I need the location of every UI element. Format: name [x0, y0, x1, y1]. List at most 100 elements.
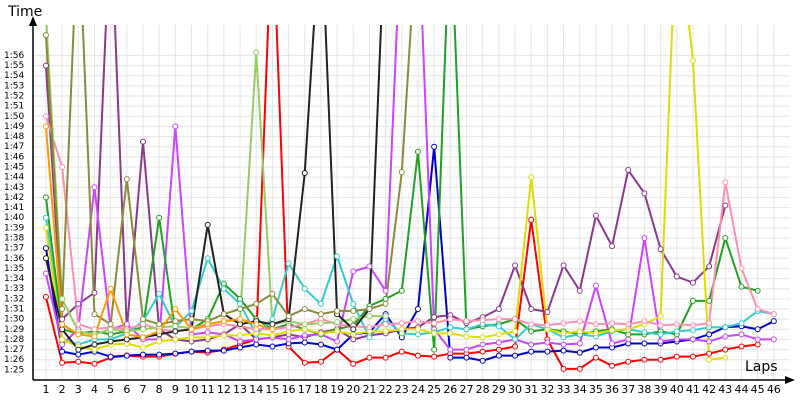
lap-point	[398, 287, 405, 294]
lap-point	[172, 306, 179, 312]
lap-point	[172, 350, 179, 357]
lap-point	[625, 167, 632, 174]
lap-point	[609, 327, 616, 334]
x-tick-label: 24	[411, 383, 425, 396]
lap-point	[172, 318, 179, 325]
x-tick-label: 35	[589, 383, 603, 396]
lap-point	[431, 346, 438, 353]
lap-point	[512, 336, 519, 343]
lap-point	[592, 282, 599, 289]
lap-point	[689, 353, 696, 360]
plot-area	[42, 25, 777, 372]
lap-point	[528, 321, 535, 328]
lap-point	[204, 255, 211, 262]
x-tick-label: 37	[621, 383, 635, 396]
lap-point	[447, 324, 454, 331]
lap-point	[738, 331, 745, 338]
lap-point	[59, 164, 66, 170]
lap-point	[220, 318, 227, 325]
lap-point	[172, 323, 179, 330]
x-tick-label: 19	[330, 383, 344, 396]
lap-point	[366, 306, 373, 312]
lap-point	[414, 148, 421, 155]
lap-point	[770, 336, 777, 343]
lap-point	[512, 316, 519, 323]
lap-point	[479, 317, 486, 324]
lap-point	[625, 336, 632, 343]
lap-point	[576, 365, 583, 372]
lap-point	[641, 340, 648, 347]
lap-point	[463, 354, 470, 361]
x-axis-title: Laps	[745, 359, 778, 375]
lap-point	[91, 184, 98, 191]
lap-point	[366, 313, 373, 320]
y-axis-title: Time	[7, 4, 42, 20]
lap-point	[334, 308, 341, 315]
lap-point	[269, 321, 276, 328]
lap-point	[59, 321, 66, 328]
x-tick-label: 27	[459, 383, 473, 396]
y-tick-label: 1:50	[4, 112, 24, 122]
lap-point	[204, 221, 211, 228]
lap-point	[317, 320, 324, 327]
lap-point	[285, 336, 292, 343]
lap-point	[463, 318, 470, 325]
lap-point	[42, 214, 49, 221]
lap-point	[42, 123, 49, 130]
x-tick-label: 9	[172, 383, 179, 396]
y-tick-label: 1:45	[4, 163, 24, 173]
lap-point	[495, 339, 502, 346]
lap-point	[625, 331, 632, 338]
x-tick-label: 39	[654, 383, 668, 396]
x-tick-label: 41	[686, 383, 700, 396]
lap-point	[188, 316, 195, 323]
lap-point	[156, 290, 163, 297]
lap-point	[107, 353, 114, 360]
lap-point	[107, 285, 114, 292]
lap-point	[139, 138, 146, 145]
x-tick-label: 16	[282, 383, 296, 396]
y-tick-label: 1:49	[4, 122, 24, 132]
lap-point	[706, 297, 713, 304]
lap-point	[592, 354, 599, 361]
lap-point	[657, 322, 664, 329]
lap-point	[463, 346, 470, 353]
lap-point	[59, 336, 66, 343]
lap-point	[269, 290, 276, 297]
y-tick-label: 1:32	[4, 294, 24, 304]
lap-point	[722, 346, 729, 353]
lap-point	[576, 318, 583, 325]
lap-point	[673, 273, 680, 280]
lap-point	[398, 348, 405, 355]
lap-point	[301, 339, 308, 346]
lap-point	[544, 322, 551, 329]
lap-point	[625, 358, 632, 365]
lap-point	[204, 321, 211, 328]
y-tick-label: 1:55	[4, 61, 24, 71]
lap-point	[350, 336, 357, 343]
y-tick-label: 1:53	[4, 81, 24, 91]
y-tick-label: 1:51	[4, 102, 24, 112]
lap-point	[317, 311, 324, 318]
lap-point	[253, 300, 260, 307]
lap-point	[75, 331, 82, 338]
lap-point	[253, 341, 260, 348]
y-tick-label: 1:33	[4, 284, 24, 294]
lap-point	[156, 351, 163, 358]
lap-point	[706, 331, 713, 338]
y-tick-label: 1:34	[4, 274, 24, 284]
lap-point	[317, 358, 324, 365]
lap-point	[754, 287, 761, 294]
lap-point	[576, 287, 583, 294]
lap-point	[641, 329, 648, 336]
lap-point	[641, 190, 648, 197]
lap-point	[689, 322, 696, 329]
lap-point	[350, 268, 357, 275]
series-line	[44, 217, 775, 346]
lap-point	[722, 333, 729, 340]
lap-point	[657, 356, 664, 363]
lap-point	[560, 341, 567, 348]
lap-point	[706, 356, 713, 363]
x-tick-label: 2	[59, 383, 66, 396]
lap-point	[528, 341, 535, 348]
